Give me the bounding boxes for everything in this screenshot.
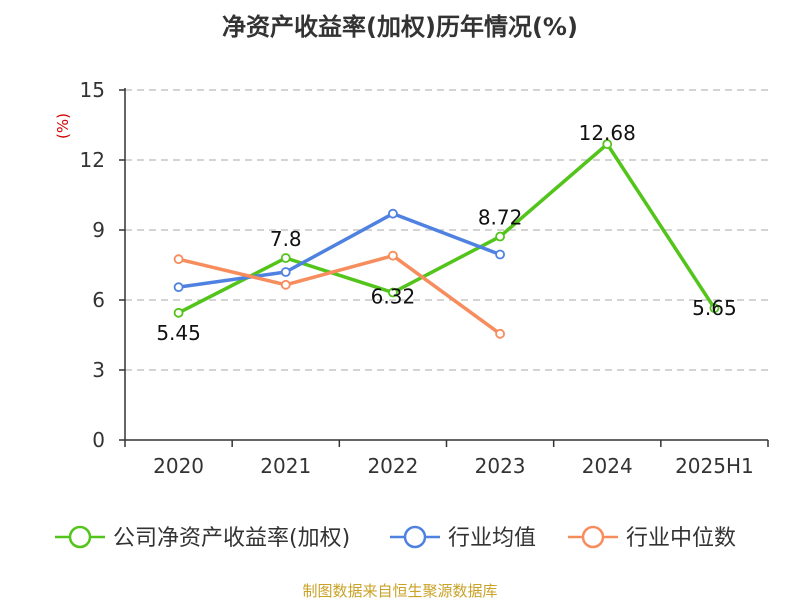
data-label: 12.68	[579, 121, 636, 145]
axes: 0 3 6 9 12 15 2020 2021 2022 2023 2024 2025H1	[80, 78, 769, 478]
series-0-point	[173, 307, 184, 318]
data-label: 8.72	[478, 206, 523, 230]
x-tick-label: 2022	[367, 454, 418, 478]
legend-marker-1	[403, 525, 427, 549]
x-tick-label: 2023	[475, 454, 526, 478]
y-tick-label: 0	[92, 428, 105, 452]
y-axis-unit-label: (%)	[54, 113, 72, 139]
legend-label-0: 公司净资产收益率(加权)	[113, 526, 350, 551]
y-tick-label: 12	[80, 148, 105, 172]
legend-marker-0	[68, 525, 92, 549]
source-note: 制图数据来自恒生聚源数据库	[302, 582, 497, 600]
y-tick-label: 3	[92, 358, 105, 382]
series-2-point	[495, 328, 505, 339]
data-label: 5.65	[692, 296, 737, 320]
series-1-point	[495, 249, 505, 260]
series-0-point	[709, 303, 720, 314]
x-tick-label: 2024	[582, 454, 633, 478]
y-tick-label: 6	[92, 288, 105, 312]
series-line-2	[178, 253, 502, 336]
chart-title: 净资产收益率(加权)历年情况(%)	[222, 13, 578, 41]
series-lines	[173, 139, 720, 339]
data-label: 7.8	[270, 227, 302, 251]
data-label: 6.32	[371, 285, 416, 309]
series-line-0	[177, 142, 716, 315]
series-0-point	[495, 231, 505, 242]
series-1-point	[280, 267, 291, 277]
y-tick-label: 15	[80, 78, 105, 102]
x-tick-label: 2021	[260, 454, 311, 478]
legend-marker-2	[581, 525, 605, 549]
legend-label-1: 行业均值	[448, 526, 536, 551]
series-line-1	[178, 211, 501, 289]
legend: 公司净资产收益率(加权) 行业均值 行业中位数	[55, 525, 736, 551]
legend-label-2: 行业中位数	[626, 526, 736, 551]
series-1-point	[388, 208, 398, 219]
series-2-point	[173, 254, 184, 265]
series-0-point	[388, 287, 398, 298]
x-tick-label: 2025H1	[675, 454, 754, 478]
series-0-point	[602, 139, 613, 150]
series-2-point	[280, 279, 291, 290]
data-labels: 5.45 7.8 6.32 8.72 12.68 5.65	[156, 121, 736, 345]
series-2-point	[388, 250, 398, 261]
series-1-point	[173, 282, 184, 293]
grid-lines	[125, 89, 768, 371]
x-tick-label: 2020	[153, 454, 204, 478]
series-0-point	[280, 253, 291, 263]
data-label: 5.45	[156, 321, 201, 345]
y-tick-label: 9	[92, 218, 105, 242]
